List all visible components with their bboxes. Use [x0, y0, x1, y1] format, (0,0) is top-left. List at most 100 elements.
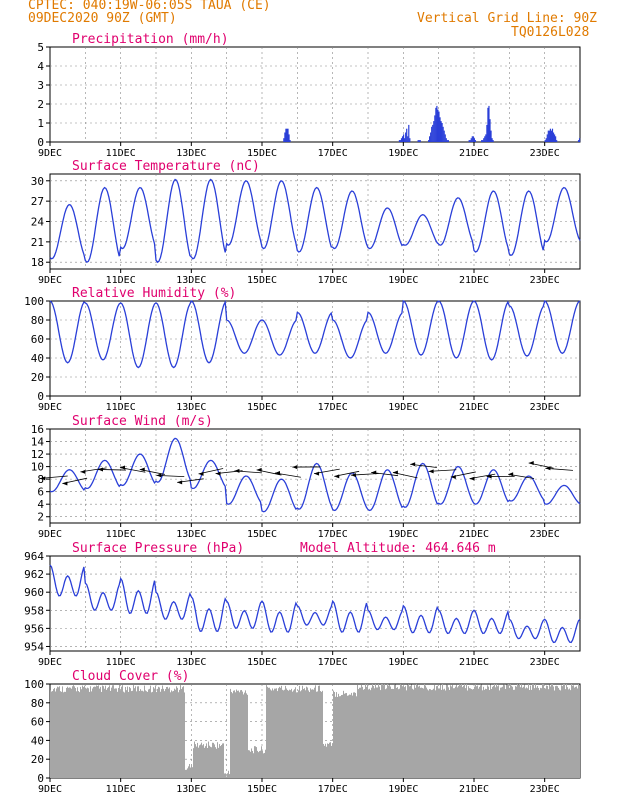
cloud-bar — [542, 684, 543, 778]
cloud-bar — [236, 689, 237, 778]
cloud-bar — [102, 685, 103, 778]
cloud-bar — [289, 689, 290, 778]
precip-bar — [474, 140, 477, 142]
cloud-bar — [513, 689, 514, 778]
cloud-bar — [484, 689, 485, 778]
wind-vector-head — [156, 473, 162, 478]
cloud-bar — [374, 688, 375, 778]
cloud-bar — [395, 684, 396, 778]
cloud-bar — [76, 691, 77, 778]
cloud-bar — [524, 684, 525, 778]
cloud-bar — [416, 684, 417, 778]
cloud-bar — [245, 690, 246, 778]
cloud-bar — [393, 689, 394, 778]
cloud-bar — [422, 688, 423, 778]
cloud-bar — [471, 688, 472, 778]
cloud-bar — [279, 686, 280, 778]
cloud-bar — [208, 741, 209, 778]
cloud-bar — [500, 687, 501, 778]
cloud-bar — [229, 774, 230, 778]
precip-bar — [484, 136, 486, 142]
cloud-bar — [414, 685, 415, 778]
header-grid-line: Vertical Grid Line: 90Z — [417, 11, 598, 26]
cloud-bar — [182, 687, 183, 778]
cloud-bar — [277, 691, 278, 778]
y-tick-label: 16 — [31, 423, 44, 436]
precip-bar — [490, 130, 492, 142]
cloud-bar — [451, 686, 452, 778]
cloud-bar — [71, 688, 72, 778]
panel-pres: 954 956 958 960 962 964 9DEC 11DEC 13DEC 15DEC 17D… — [24, 541, 581, 668]
x-tick-label: 11DEC — [106, 657, 136, 668]
cloud-bar — [539, 690, 540, 778]
cloud-bar — [79, 692, 80, 778]
cloud-bar — [294, 689, 295, 778]
cloud-bar — [468, 686, 469, 778]
x-tick-label: 17DEC — [318, 275, 348, 286]
cloud-bar — [435, 690, 436, 778]
precip-bar — [441, 123, 443, 142]
x-tick-label: 23DEC — [530, 784, 560, 795]
cloud-bar — [201, 742, 202, 778]
cloud-bar — [322, 690, 323, 778]
cloud-bar — [293, 690, 294, 778]
y-tick-label: 27 — [31, 195, 44, 208]
cloud-bar — [210, 746, 211, 778]
y-tick-label: 962 — [24, 568, 44, 581]
cloud-bar — [344, 693, 345, 778]
panel-frame — [49, 300, 581, 397]
cloud-bar — [156, 692, 157, 778]
x-tick-label: 21DEC — [459, 148, 489, 159]
cloud-bar — [477, 685, 478, 778]
cloud-bar — [557, 686, 558, 778]
precip-bar — [404, 138, 406, 142]
cloud-bar — [154, 688, 155, 778]
precip-bar — [432, 124, 434, 142]
x-tick-label: 17DEC — [318, 529, 348, 540]
cloud-bar — [166, 687, 167, 778]
cloud-bar — [572, 685, 573, 778]
precip-bar — [492, 140, 494, 142]
cloud-bar — [537, 685, 538, 778]
cloud-bar — [407, 684, 408, 778]
cloud-bar — [136, 691, 137, 778]
cloud-bar — [203, 744, 204, 778]
cloud-bar — [494, 684, 495, 778]
precip-bar — [470, 138, 472, 142]
cloud-bar — [80, 686, 81, 778]
cloud-bar — [549, 684, 550, 778]
cloud-bar — [321, 691, 322, 778]
x-tick-label: 15DEC — [247, 275, 277, 286]
cloud-bar — [53, 689, 54, 778]
cloud-bar — [99, 688, 100, 778]
cloud-bar — [578, 684, 579, 778]
cloud-bar — [548, 689, 549, 778]
cloud-bar — [576, 686, 577, 778]
cloud-bar — [444, 688, 445, 778]
cloud-bar — [83, 687, 84, 778]
cloud-bar — [183, 686, 184, 778]
y-tick-label: 24 — [31, 216, 45, 229]
cloud-bar — [545, 688, 546, 778]
cloud-bar — [497, 686, 498, 778]
cloud-bar — [355, 692, 356, 778]
cloud-bar — [88, 688, 89, 778]
cloud-bar — [123, 691, 124, 778]
cloud-bar — [528, 684, 529, 778]
pres-line — [49, 564, 581, 644]
x-tick-label: 19DEC — [388, 402, 418, 413]
cloud-bar — [447, 684, 448, 778]
cloud-bar — [406, 690, 407, 778]
cloud-bar — [527, 688, 528, 778]
cloud-bar — [432, 689, 433, 778]
precip-bar — [547, 130, 549, 142]
cloud-bar — [377, 687, 378, 778]
cloud-bar — [181, 688, 182, 778]
x-tick-label: 13DEC — [176, 657, 206, 668]
precip-bar — [287, 128, 289, 142]
cloud-bar — [69, 687, 70, 778]
x-tick-label: 9DEC — [38, 402, 62, 413]
cloud-bar — [90, 686, 91, 778]
cloud-bar — [319, 685, 320, 778]
